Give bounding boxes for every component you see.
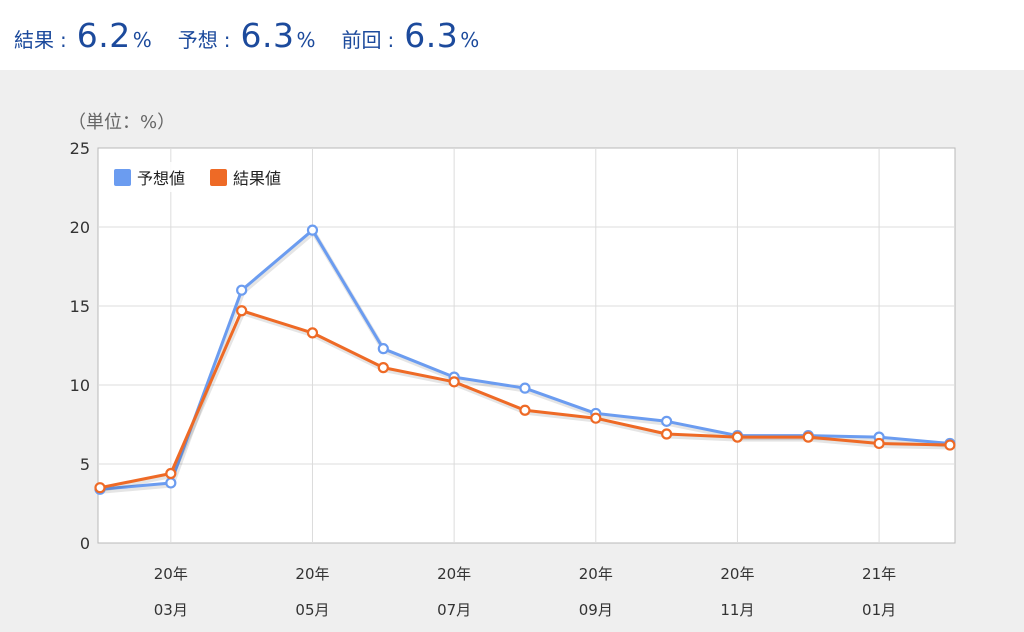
legend: 予想値 結果値 [110, 162, 306, 192]
summary-bar: 結果 : 6.2 % 予想 : 6.3 % 前回 : 6.3 % [0, 0, 1024, 70]
previous-stat: 前回 : 6.3 % [342, 16, 480, 55]
legend-label-forecast: 予想値 [137, 169, 185, 188]
x-tick-label-year: 20年 [720, 565, 754, 583]
data-point-result [731, 431, 744, 443]
x-tick-label-year: 20年 [579, 565, 613, 583]
result-stat: 結果 : 6.2 % [14, 16, 152, 55]
y-tick-label: 15 [70, 297, 90, 316]
result-label: 結果 [14, 27, 54, 52]
series-layer [94, 224, 956, 495]
previous-unit: % [460, 27, 480, 52]
legend-label-result: 結果値 [233, 169, 281, 188]
forecast-separator: : [223, 27, 231, 52]
data-point-result [802, 431, 814, 443]
data-point-result [944, 439, 956, 451]
data-point-forecast [236, 284, 248, 296]
data-point-result [590, 412, 602, 424]
x-tick-label-month: 01月 [862, 601, 896, 619]
result-value: 6.2 [76, 15, 131, 55]
data-point-forecast [165, 477, 177, 489]
x-tick-label-month: 09月 [579, 601, 613, 619]
forecast-label: 予想 [177, 27, 218, 52]
x-axis: 20年 03月 20年 05月 20年 07月 20年 09月 20年 11月 21年 01月 [154, 565, 896, 619]
x-tick-label-month: 03月 [154, 601, 188, 619]
data-point-forecast [661, 415, 673, 427]
data-point-forecast [519, 382, 531, 394]
data-point-result [661, 428, 673, 440]
data-point-result [377, 362, 389, 374]
result-unit: % [132, 27, 152, 52]
x-tick-label-year: 21年 [862, 565, 896, 583]
forecast-stat: 予想 : 6.3 % [178, 16, 316, 55]
grid-layer [98, 148, 955, 543]
y-axis: 0 5 10 15 20 25 [70, 139, 90, 553]
data-point-result [236, 305, 248, 317]
data-point-result [94, 482, 106, 494]
data-point-forecast [306, 224, 319, 236]
previous-value: 6.3 [404, 15, 459, 55]
data-point-result [306, 327, 319, 339]
y-tick-label: 5 [80, 455, 90, 474]
data-point-result [448, 376, 460, 388]
x-tick-label-month: 11月 [720, 601, 754, 619]
x-tick-label-year: 20年 [154, 565, 188, 583]
data-point-result [873, 437, 885, 450]
result-separator: : [60, 27, 67, 52]
unit-label: （単位：%） [68, 112, 175, 133]
plot-area [97, 147, 956, 544]
y-tick-label: 25 [70, 139, 90, 158]
chart-panel: （単位：%） 0 5 10 15 20 25 20年 03月 20年 05月 20年 07月 20年 0… [0, 70, 1024, 632]
previous-separator: : [387, 27, 395, 52]
forecast-unit: % [296, 27, 316, 52]
y-tick-label: 10 [70, 376, 90, 395]
legend-box [110, 162, 306, 192]
data-point-result [165, 467, 177, 480]
x-tick-label-month: 07月 [437, 601, 471, 619]
data-point-result [519, 404, 531, 416]
legend-swatch-result [210, 169, 227, 186]
x-tick-label-month: 05月 [295, 601, 329, 619]
legend-swatch-forecast [114, 169, 131, 186]
data-point-forecast [377, 343, 389, 355]
y-tick-label: 20 [70, 218, 90, 237]
forecast-value: 6.3 [240, 15, 295, 55]
previous-label: 前回 [341, 27, 382, 52]
x-tick-label-year: 20年 [295, 565, 329, 583]
y-tick-label: 0 [80, 534, 90, 553]
x-tick-label-year: 20年 [437, 565, 471, 583]
line-chart: （単位：%） 0 5 10 15 20 25 20年 03月 20年 05月 20年 07月 20年 0… [68, 112, 956, 619]
